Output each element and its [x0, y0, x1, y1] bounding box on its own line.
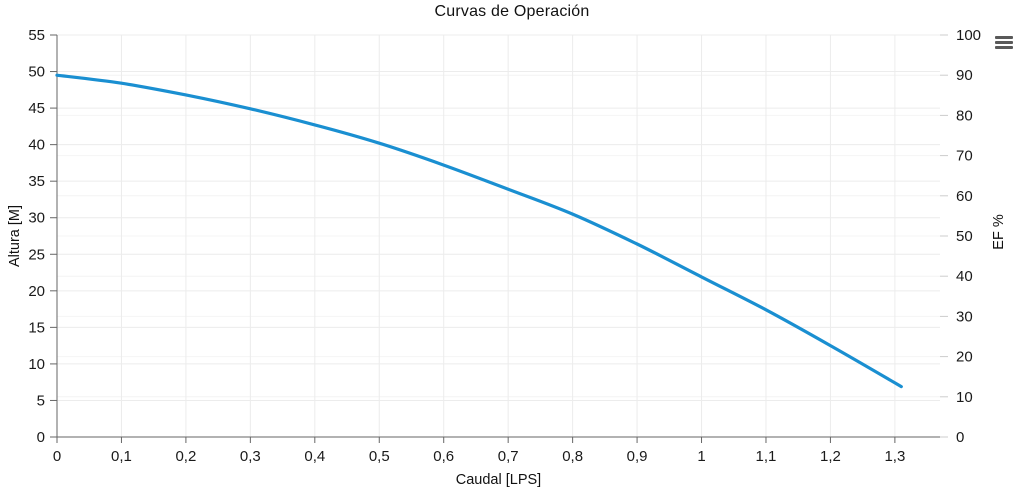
y-right-tick-label: 60	[956, 188, 973, 205]
y-left-tick-label: 25	[28, 246, 45, 263]
x-tick-label: 0	[53, 448, 61, 465]
y-right-tick-label: 100	[956, 27, 981, 44]
y-left-tick-label: 35	[28, 173, 45, 190]
y-right-tick-label: 20	[956, 349, 973, 366]
series-curve[interactable]	[55, 73, 903, 389]
hamburger-bar	[995, 41, 1013, 44]
hamburger-bar	[995, 36, 1013, 39]
x-tick-label: 1,1	[756, 448, 777, 465]
y-left-tick-label: 10	[28, 356, 45, 373]
x-tick-label: 0,7	[498, 448, 519, 465]
x-tick-label: 1,3	[884, 448, 905, 465]
y-right-tick-label: 90	[956, 67, 973, 84]
hamburger-bar	[995, 46, 1013, 49]
x-tick-label: 0,8	[562, 448, 583, 465]
y-left-tick-label: 5	[37, 392, 45, 409]
y-axis-title-right: EF %	[991, 214, 1007, 250]
y-right-tick-label: 0	[956, 429, 964, 446]
y-left-tick-label: 45	[28, 100, 45, 117]
x-tick-label: 0,6	[433, 448, 454, 465]
y-right-tick-label: 70	[956, 148, 973, 165]
y-left-tick-label: 15	[28, 319, 45, 336]
x-tick-label: 0,9	[627, 448, 648, 465]
y-right-tick-label: 80	[956, 107, 973, 124]
x-tick-label: 0,5	[369, 448, 390, 465]
y-left-tick-label: 55	[28, 27, 45, 44]
y-left-tick-label: 30	[28, 210, 45, 227]
y-axis-title-left: Altura [M]	[7, 204, 23, 268]
y-left-tick-label: 0	[37, 429, 45, 446]
x-tick-label: 0,2	[175, 448, 196, 465]
x-tick-label: 1	[697, 448, 705, 465]
x-tick-label: 1,2	[820, 448, 841, 465]
x-tick-label: 0,4	[304, 448, 325, 465]
y-left-tick-label: 50	[28, 64, 45, 81]
x-axis-title: Caudal [LPS]	[455, 472, 542, 488]
y-right-tick-label: 50	[956, 228, 973, 245]
y-left-tick-label: 40	[28, 137, 45, 154]
y-right-tick-label: 40	[956, 268, 973, 285]
y-right-tick-label: 30	[956, 308, 973, 325]
x-tick-label: 0,3	[240, 448, 261, 465]
chart-title: Curvas de Operación	[434, 3, 590, 20]
y-left-tick-label: 20	[28, 283, 45, 300]
x-tick-label: 0,1	[111, 448, 132, 465]
hamburger-menu-icon[interactable]	[995, 36, 1013, 49]
y-right-tick-label: 10	[956, 389, 973, 406]
